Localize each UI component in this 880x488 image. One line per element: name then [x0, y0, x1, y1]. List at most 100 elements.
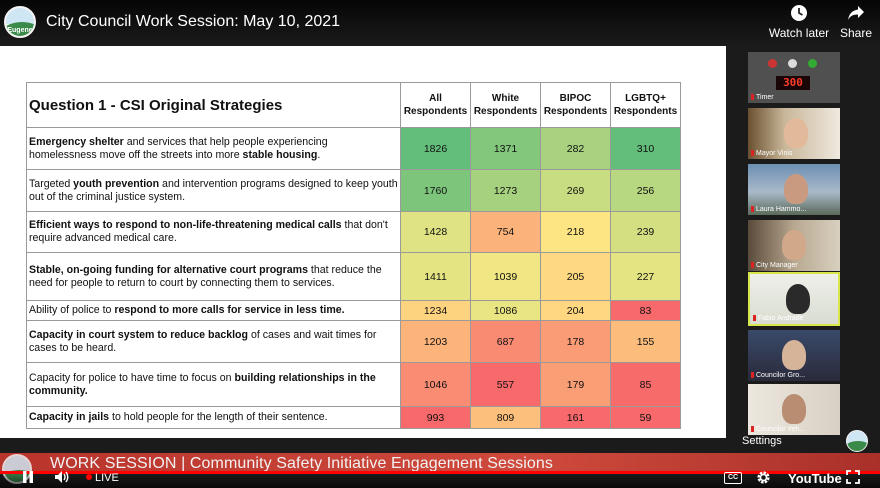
value-cell-all: 993 — [400, 406, 471, 429]
value-cell-white: 1086 — [470, 300, 541, 321]
strategy-label-part: and intervention programs designed to ke… — [29, 177, 398, 203]
column-header-all: All Respondents — [400, 82, 471, 128]
timer-display: 300 — [776, 76, 810, 90]
value-cell-all: 1760 — [400, 169, 471, 212]
column-header-bipoc: BIPOC Respondents — [540, 82, 611, 128]
watch-later-button[interactable]: Watch later — [768, 4, 830, 40]
participant-name: Fabio Andrade — [753, 315, 804, 322]
value-cell-all: 1234 — [400, 300, 471, 321]
table-row: Emergency shelter and services that help… — [26, 127, 681, 170]
captions-button[interactable]: CC — [724, 472, 742, 484]
progress-bar[interactable] — [0, 471, 880, 474]
strategy-label: Emergency shelter and services that help… — [26, 127, 401, 170]
strategy-label: Stable, on-going funding for alternative… — [26, 252, 401, 301]
value-cell-bipoc: 178 — [540, 320, 611, 363]
strategy-label-part: Efficient ways to respond to non-life-th… — [29, 219, 342, 231]
strategy-label: Capacity in jails to hold people for the… — [26, 406, 401, 429]
participant-tile-city-manager[interactable]: City Manager — [748, 220, 840, 271]
table-row: Efficient ways to respond to non-life-th… — [26, 211, 681, 253]
strategy-label-part: that don't require advanced medical care… — [29, 219, 388, 244]
csi-strategies-table: Question 1 - CSI Original Strategies All… — [26, 82, 681, 429]
share-button[interactable]: Share — [836, 4, 876, 40]
pause-button[interactable] — [22, 470, 34, 488]
strategy-label: Targeted youth prevention and interventi… — [26, 169, 401, 212]
strategy-label-part: Capacity in jails — [29, 411, 110, 423]
table-row: Stable, on-going funding for alternative… — [26, 252, 681, 301]
gear-icon — [756, 471, 771, 488]
value-cell-all: 1411 — [400, 252, 471, 301]
value-cell-all: 1826 — [400, 127, 471, 170]
value-cell-lgbtq: 239 — [610, 211, 681, 253]
strategy-label-part: . — [317, 148, 321, 161]
column-header-white: White Respondents — [470, 82, 541, 128]
live-indicator[interactable]: LIVE — [86, 472, 119, 484]
player-controls — [0, 473, 880, 488]
volume-icon — [54, 471, 70, 487]
value-cell-lgbtq: 83 — [610, 300, 681, 321]
table-row: Capacity in jails to hold people for the… — [26, 406, 681, 429]
channel-logo-icon[interactable]: Eugene — [4, 6, 36, 38]
participant-tile-timer[interactable]: 300 Timer — [748, 52, 840, 103]
participant-name: Councilor Yeh... — [751, 426, 805, 433]
strategy-label-part: Stable, on-going funding for alternative… — [29, 263, 308, 276]
value-cell-lgbtq: 227 — [610, 252, 681, 301]
strategy-label-part: Capacity in court system to reduce backl… — [29, 328, 249, 341]
participant-name: Laura Hammo... — [751, 206, 806, 213]
value-cell-white: 809 — [470, 406, 541, 429]
value-cell-white: 687 — [470, 320, 541, 363]
value-cell-lgbtq: 310 — [610, 127, 681, 170]
live-label: LIVE — [95, 472, 119, 484]
value-cell-bipoc: 269 — [540, 169, 611, 212]
volume-button[interactable] — [54, 470, 70, 488]
strategy-label-part: Emergency shelter — [29, 135, 124, 148]
participant-tile-councilor-gro[interactable]: Councilor Gro... — [748, 330, 840, 381]
participant-name: Councilor Gro... — [751, 372, 805, 379]
share-arrow-icon — [836, 4, 876, 26]
strategy-label-part: and services that help people experienci… — [29, 135, 328, 161]
table-row: Capacity in court system to reduce backl… — [26, 320, 681, 363]
participant-tile-laura[interactable]: Laura Hammo... — [748, 164, 840, 215]
strategy-label-part: stable housing — [242, 148, 318, 161]
value-cell-all: 1046 — [400, 362, 471, 407]
channel-logo-text: Eugene — [7, 27, 33, 34]
clock-icon — [768, 4, 830, 26]
live-dot-icon — [86, 474, 92, 480]
strategy-label: Ability of police to respond to more cal… — [26, 300, 401, 321]
strategy-label: Capacity in court system to reduce backl… — [26, 320, 401, 363]
value-cell-bipoc: 161 — [540, 406, 611, 429]
participant-name: Timer — [751, 94, 774, 101]
participant-tile-fabio[interactable]: Fabio Andrade — [748, 272, 840, 326]
participant-tile-councilor-yeh[interactable]: Councilor Yeh... — [748, 384, 840, 435]
table-row: Ability of police to respond to more cal… — [26, 300, 681, 321]
settings-label: Settings — [742, 435, 782, 447]
participant-name: Mayor Vinis — [751, 150, 792, 157]
value-cell-bipoc: 204 — [540, 300, 611, 321]
shared-slide: Question 1 - CSI Original Strategies All… — [0, 46, 726, 438]
youtube-logo[interactable]: YouTube — [788, 471, 842, 486]
value-cell-white: 1039 — [470, 252, 541, 301]
value-cell-all: 1428 — [400, 211, 471, 253]
banner-text: WORK SESSION | Community Safety Initiati… — [50, 455, 553, 472]
value-cell-bipoc: 179 — [540, 362, 611, 407]
video-title-bar: Eugene City Council Work Session: May 10… — [0, 0, 880, 46]
strategy-label-part: that reduce the need for people to retur… — [29, 263, 382, 289]
strategy-label-part: respond to more calls for service in les… — [114, 304, 345, 316]
participant-name: City Manager — [751, 262, 798, 269]
strategy-label-part: to hold people for the length of their s… — [109, 411, 328, 423]
table-row: Capacity for police to have time to focu… — [26, 362, 681, 407]
fullscreen-button[interactable] — [846, 470, 860, 488]
share-label: Share — [839, 26, 873, 40]
value-cell-bipoc: 282 — [540, 127, 611, 170]
participant-tile-mayor[interactable]: Mayor Vinis — [748, 108, 840, 159]
strategy-label-part: Capacity for police to have time to focu… — [29, 371, 235, 384]
settings-button[interactable] — [756, 470, 771, 488]
strategy-label-part: building relationships in the community. — [29, 371, 376, 397]
value-cell-lgbtq: 256 — [610, 169, 681, 212]
strategy-label-part: of cases and wait times for cases to be … — [29, 328, 377, 354]
value-cell-white: 1273 — [470, 169, 541, 212]
video-title[interactable]: City Council Work Session: May 10, 2021 — [46, 13, 341, 30]
value-cell-white: 1371 — [470, 127, 541, 170]
value-cell-white: 557 — [470, 362, 541, 407]
watch-later-label: Watch later — [768, 26, 830, 40]
